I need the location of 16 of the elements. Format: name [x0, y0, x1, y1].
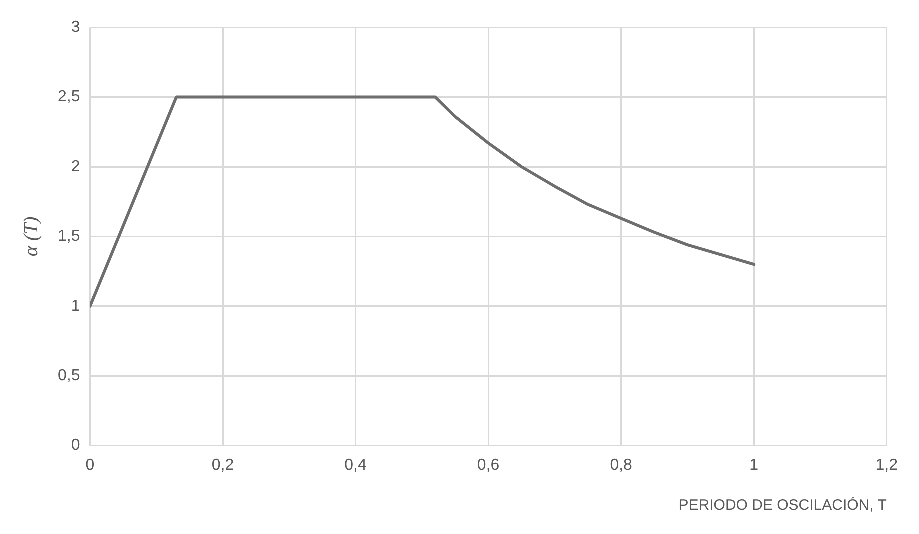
- y-axis-title: α (T): [20, 216, 42, 257]
- x-tick-label: 1,2: [876, 456, 898, 474]
- y-tick-label: 0: [71, 437, 80, 454]
- x-axis-title: PERIODO DE OSCILACIÓN, T: [678, 496, 887, 514]
- x-tick-label: 0: [86, 456, 95, 474]
- x-tick-label: 0,6: [477, 456, 500, 474]
- y-tick-label: 1,5: [58, 228, 80, 246]
- y-tick-label: 1: [71, 298, 80, 315]
- y-tick-label: 2: [71, 158, 80, 176]
- y-tick-label: 3: [71, 19, 80, 36]
- y-tick-label: 0,5: [58, 368, 80, 385]
- x-tick-label: 0,4: [344, 456, 368, 474]
- x-tick-label: 1: [750, 456, 759, 474]
- y-tick-label: 2,5: [58, 88, 80, 106]
- x-tick-label: 0,8: [610, 456, 633, 474]
- x-tick-label: 0,2: [212, 456, 234, 474]
